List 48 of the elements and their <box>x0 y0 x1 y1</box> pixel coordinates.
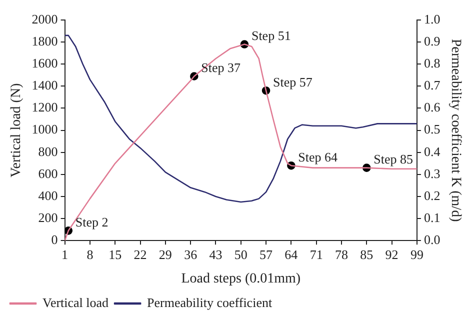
y2-tick-label: 0.3 <box>424 166 440 181</box>
x-tick-label: 1 <box>62 246 68 262</box>
annotation: Step 51 <box>251 28 291 44</box>
x-tick-label: 43 <box>209 246 222 262</box>
legend-label: Vertical load <box>42 294 110 310</box>
x-tick-label: 99 <box>410 246 424 262</box>
y-tick-label: 1800 <box>32 33 58 48</box>
y2-tick-label: 0.5 <box>424 122 440 137</box>
x-tick-label: 22 <box>134 246 147 262</box>
x-tick-label: 78 <box>334 246 348 262</box>
x-tick-label: 29 <box>158 246 172 262</box>
y-tick-label: 1400 <box>32 78 58 93</box>
y-tick-label: 800 <box>38 144 58 159</box>
y2-tick-label: 0.6 <box>424 100 441 115</box>
x-tick-label: 85 <box>360 246 374 262</box>
x-tick-label: 36 <box>184 246 198 262</box>
annotation: Step 2 <box>75 214 108 230</box>
annotation: Step 57 <box>273 74 313 90</box>
x-tick-label: 71 <box>310 246 323 262</box>
y2-tick-label: 1.0 <box>424 11 440 26</box>
y-tick-label: 1000 <box>32 122 58 137</box>
x-tick-label: 92 <box>385 246 398 262</box>
y-tick-label: 2000 <box>32 11 58 26</box>
y-tick-label: 600 <box>38 166 58 181</box>
y2-tick-label: 0.7 <box>424 78 441 93</box>
y2-tick-label: 0.4 <box>424 144 441 159</box>
x-tick-label: 64 <box>284 246 298 262</box>
y-tick-label: 0 <box>51 232 58 248</box>
y2-tick-label: 0.9 <box>424 33 440 48</box>
x-tick-label: 8 <box>86 246 94 262</box>
annotation: Step 37 <box>201 60 242 76</box>
y-axis-title: Vertical load (N) <box>9 82 24 178</box>
y2-tick-label: 0.0 <box>424 232 440 248</box>
y2-tick-label: 0.8 <box>424 56 440 71</box>
x-tick-label: 50 <box>234 246 248 262</box>
y2-tick-label: 0.2 <box>424 188 440 203</box>
annotation: Step 64 <box>298 150 338 165</box>
y2-tick-label: 0.1 <box>424 210 440 225</box>
annotation: Step 85 <box>374 152 414 167</box>
y-tick-label: 1200 <box>32 100 58 115</box>
legend-label: Permeability coefficient <box>147 294 272 310</box>
x-axis-title: Load steps (0.01mm) <box>181 271 301 286</box>
x-tick-label: 15 <box>108 246 122 262</box>
x-tick-label: 57 <box>260 246 274 262</box>
y-tick-label: 400 <box>38 188 58 203</box>
y-tick-label: 1600 <box>32 56 58 71</box>
y-tick-label: 200 <box>38 210 58 225</box>
y2-axis-title: Permeability coefficient K (m/d) <box>448 38 463 222</box>
